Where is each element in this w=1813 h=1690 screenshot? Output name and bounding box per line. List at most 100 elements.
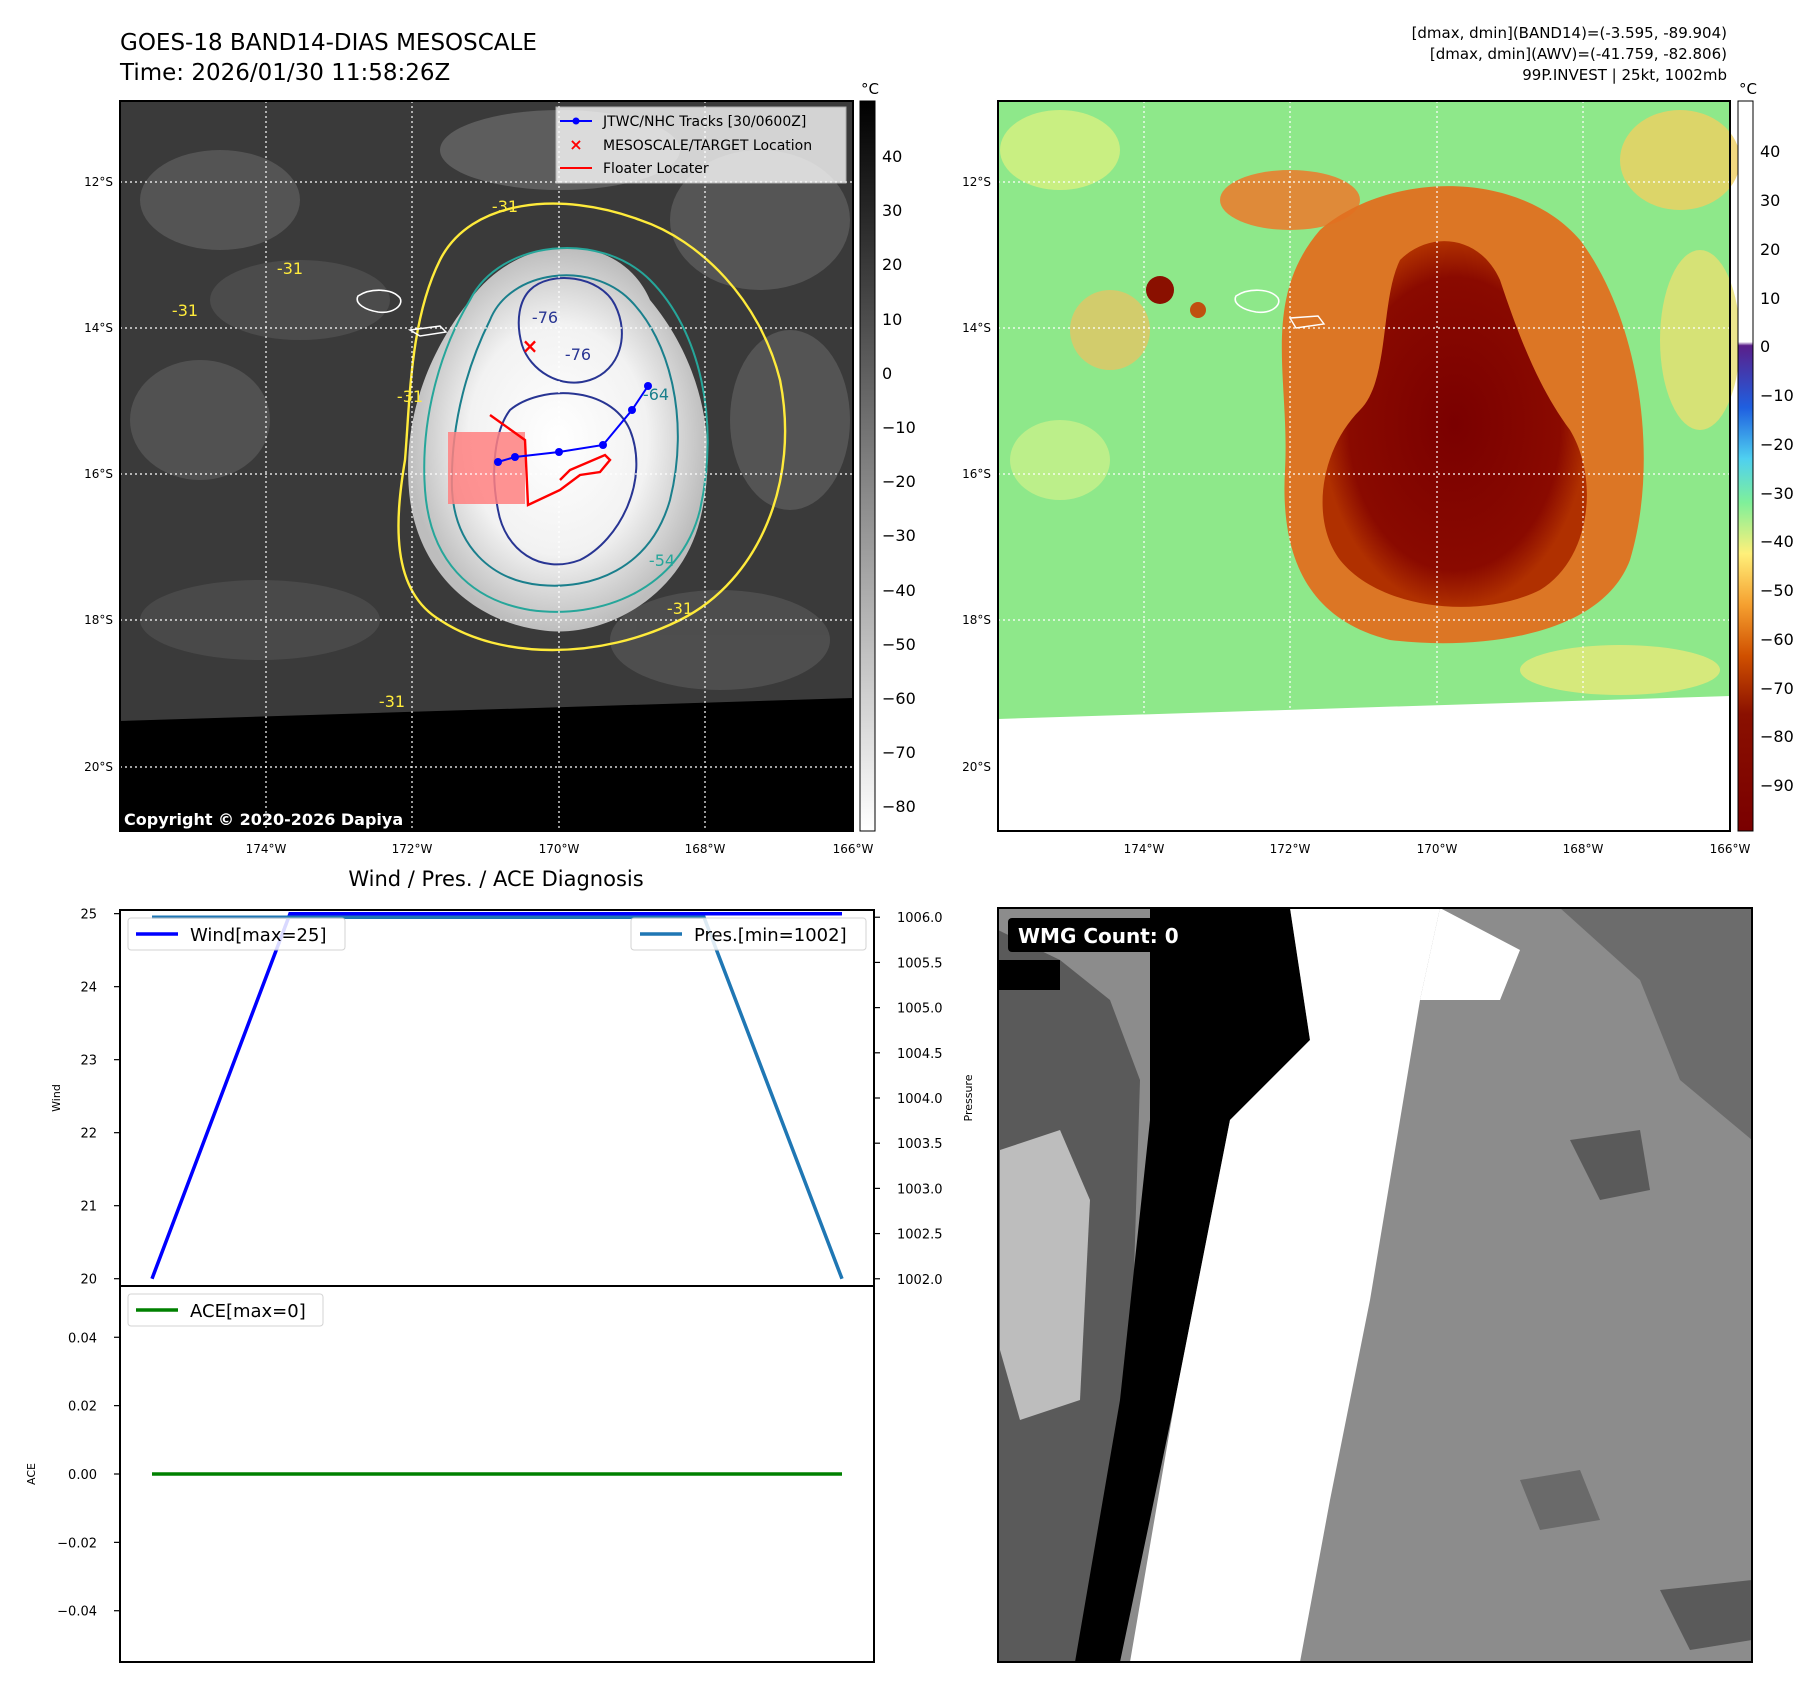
lon-tick-label: 166°W xyxy=(833,842,874,856)
wmg-white-band xyxy=(1130,908,1440,1662)
pressure-tick-label: 1005.5 xyxy=(897,956,943,971)
enhanced-colorbar xyxy=(1737,100,1754,832)
contour-label: -76 xyxy=(565,345,591,364)
colorbar-tick: 20 xyxy=(1760,240,1780,259)
colorbar-tick: −80 xyxy=(882,797,916,816)
wmg-white-patch xyxy=(1420,908,1520,1000)
ir-colorbar xyxy=(859,100,876,832)
island-outline xyxy=(407,325,448,337)
pressure-series-line xyxy=(152,915,844,1280)
colorbar-tick: −70 xyxy=(1760,679,1794,698)
info-line-3: 99P.INVEST | 25kt, 1002mb xyxy=(1522,66,1727,84)
contour-label: -31 xyxy=(397,387,423,406)
ir-map-panel: × -76 -76 -64 -54 -31 -31 -31 -31 -31 -3… xyxy=(84,80,916,856)
lon-tick-label: 168°W xyxy=(1563,842,1604,856)
wmg-dark-patch xyxy=(1560,908,1752,1140)
ir-colorbar-ticks: 40 30 20 10 0 −10 −20 −30 −40 −50 −60 −7… xyxy=(882,147,916,816)
wind-legend: Wind[max=25] xyxy=(127,917,346,951)
enhanced-storm-core xyxy=(1322,241,1587,607)
ace-axis-label: ACE xyxy=(25,1463,38,1485)
lon-tick-label: 174°W xyxy=(246,842,287,856)
ir-map-frame xyxy=(119,100,854,832)
colorbar-tick: −50 xyxy=(1760,581,1794,600)
enhanced-map-panel: 174°W 172°W 170°W 168°W 166°W 12°S 14°S … xyxy=(962,80,1794,856)
colorbar-tick: −60 xyxy=(1760,630,1794,649)
colorbar-tick: −10 xyxy=(882,418,916,437)
colorbar-tick: 0 xyxy=(1760,337,1770,356)
contour-54 xyxy=(423,246,709,613)
ace-tick-label: −0.02 xyxy=(57,1536,97,1551)
legend-item-pressure: Pres.[min=1002] xyxy=(694,925,847,946)
legend-item-wind: Wind[max=25] xyxy=(190,925,327,946)
island-outline xyxy=(356,289,402,314)
contour-label: -31 xyxy=(492,197,518,216)
colorbar-tick: −90 xyxy=(1760,776,1794,795)
enhanced-axis-ticks: 174°W 172°W 170°W 168°W 166°W 12°S 14°S … xyxy=(962,175,1750,856)
colorbar-tick: 10 xyxy=(1760,289,1780,308)
wmg-dark-patch xyxy=(1660,1580,1752,1650)
enhanced-graticule xyxy=(998,101,1730,831)
pressure-tick-label: 1006.0 xyxy=(897,911,943,926)
wmg-frame xyxy=(997,907,1753,1663)
island-outline xyxy=(1288,315,1326,329)
wmg-label-box xyxy=(1008,918,1184,952)
wmg-dark-patch xyxy=(1520,1470,1600,1530)
contour-label: -31 xyxy=(172,301,198,320)
lat-tick-label: 18°S xyxy=(962,613,991,627)
wind-series-line xyxy=(150,911,842,1280)
wind-panel-title: Wind / Pres. / ACE Diagnosis xyxy=(348,867,643,891)
wind-tick-label: 24 xyxy=(80,981,97,996)
ace-tick-label: 0.02 xyxy=(68,1400,97,1415)
lat-tick-label: 20°S xyxy=(84,760,113,774)
colorbar-tick: −30 xyxy=(1760,484,1794,503)
colorbar-tick: −20 xyxy=(1760,435,1794,454)
wind-tick-label: 20 xyxy=(80,1273,97,1288)
enhanced-colorbar-ticks: 40 30 20 10 0 −10 −20 −30 −40 −50 −60 −7… xyxy=(1760,142,1794,795)
wind-tick-label: 22 xyxy=(80,1127,97,1142)
pressure-axis-label: Pressure xyxy=(962,1074,975,1121)
contour-label: -31 xyxy=(667,599,693,618)
pressure-tick-label: 1004.5 xyxy=(897,1047,943,1062)
ace-tick-label: 0.04 xyxy=(68,1331,97,1346)
legend-item-floater: Floater Locater xyxy=(603,161,709,177)
lon-tick-label: 170°W xyxy=(539,842,580,856)
info-line-1: [dmax, dmin](BAND14)=(-3.595, -89.904) xyxy=(1412,24,1727,42)
wind-axis-label: Wind xyxy=(50,1084,63,1112)
pressure-legend: Pres.[min=1002] xyxy=(630,917,867,951)
jtwc-track-points xyxy=(494,382,652,466)
wmg-count-label: WMG Count: 0 xyxy=(1018,924,1179,948)
contour-76a xyxy=(517,277,623,384)
lon-tick-label: 172°W xyxy=(1270,842,1311,856)
wind-tick-label: 23 xyxy=(80,1054,97,1069)
colorbar-tick: 30 xyxy=(882,201,902,220)
pressure-tick-label: 1002.5 xyxy=(897,1228,943,1243)
colorbar-tick: −10 xyxy=(1760,386,1794,405)
wind-y-ticks: 20 21 22 23 24 25 xyxy=(80,908,120,1288)
enhanced-map-frame xyxy=(997,100,1731,832)
figure-title: GOES-18 BAND14-DIAS MESOSCALE xyxy=(120,30,537,56)
lat-tick-label: 16°S xyxy=(962,467,991,481)
wind-tick-label: 25 xyxy=(80,908,97,923)
lon-tick-label: 168°W xyxy=(685,842,726,856)
colorbar-tick: 0 xyxy=(882,364,892,383)
floater-box xyxy=(448,432,525,504)
enhanced-colorbar-unit: °C xyxy=(1739,80,1757,98)
ir-colorbar-unit: °C xyxy=(861,80,879,98)
colorbar-tick: −40 xyxy=(1760,532,1794,551)
colorbar-tick: −30 xyxy=(882,526,916,545)
lat-tick-label: 20°S xyxy=(962,760,991,774)
colorbar-tick: 30 xyxy=(1760,191,1780,210)
legend-target-icon: × xyxy=(569,135,582,154)
copyright-text: Copyright © 2020-2026 Dapiya xyxy=(124,810,403,829)
lat-tick-label: 16°S xyxy=(84,467,113,481)
lat-tick-label: 14°S xyxy=(962,321,991,335)
wmg-black-band xyxy=(1075,908,1310,1662)
wind-tick-label: 21 xyxy=(80,1200,97,1215)
wmg-black-patch xyxy=(998,960,1060,990)
colorbar-tick: 20 xyxy=(882,255,902,274)
ir-graticule xyxy=(120,101,853,831)
contour-label: -76 xyxy=(532,308,558,327)
colorbar-tick: 40 xyxy=(1760,142,1780,161)
colorbar-tick: −20 xyxy=(882,472,916,491)
